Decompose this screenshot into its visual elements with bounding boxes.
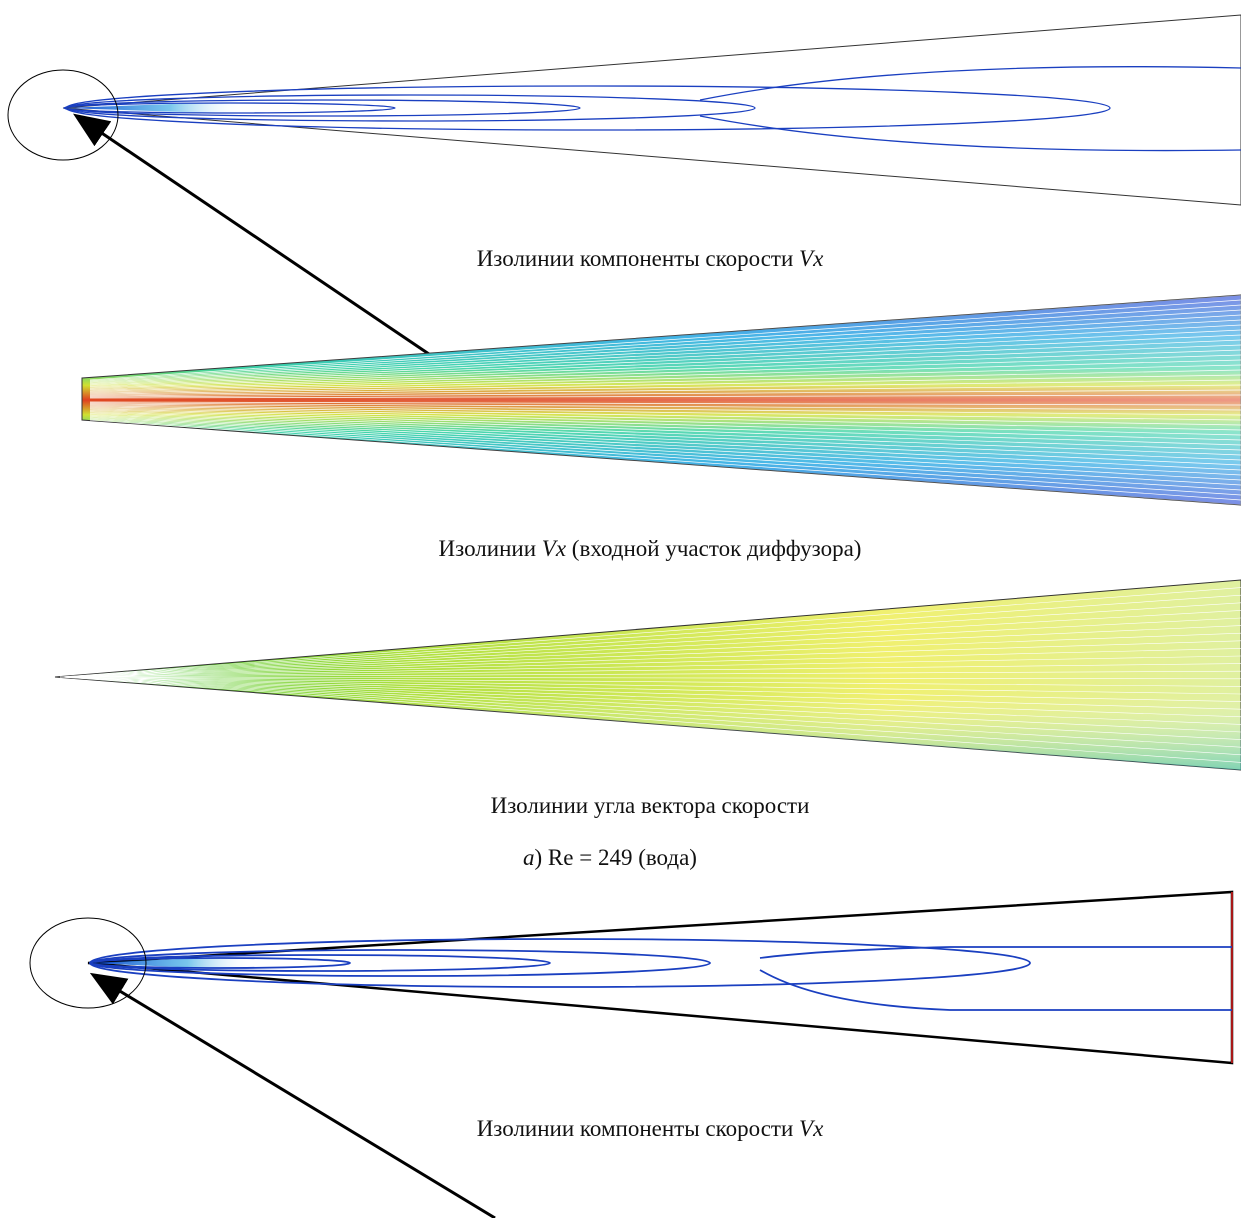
contour-line bbox=[89, 364, 1241, 393]
contour-line bbox=[89, 359, 1241, 392]
contour-line bbox=[89, 415, 1241, 481]
contour-line bbox=[89, 314, 1241, 384]
contour-line bbox=[59, 632, 1241, 678]
contour-line bbox=[89, 344, 1241, 389]
text: Изолинии bbox=[439, 536, 536, 561]
contour-line bbox=[59, 648, 1241, 678]
contour-line bbox=[89, 414, 1241, 476]
contour-line bbox=[89, 379, 1241, 396]
contour-line bbox=[89, 324, 1241, 386]
contour-line bbox=[59, 625, 1241, 678]
contour-line bbox=[59, 640, 1241, 678]
contour-line bbox=[89, 412, 1241, 461]
panel-4-plot bbox=[29, 890, 1234, 1065]
contour-line bbox=[59, 676, 1241, 733]
contour-line bbox=[59, 676, 1241, 763]
text: Vx bbox=[542, 536, 567, 561]
contour-line bbox=[89, 319, 1241, 385]
caption: Изолинии компоненты скорости Vx bbox=[477, 246, 824, 271]
contour-line bbox=[89, 405, 1241, 426]
panel-1-plot bbox=[7, 14, 1241, 206]
contour-line bbox=[89, 416, 1241, 486]
panel-3-plot bbox=[54, 579, 1241, 771]
contour-line bbox=[59, 676, 1241, 687]
contour-line bbox=[89, 404, 1241, 421]
contour-line bbox=[59, 676, 1241, 725]
text: Изолинии угла вектора скорости bbox=[491, 793, 810, 818]
contour-line bbox=[59, 670, 1241, 678]
contour-line bbox=[89, 394, 1241, 399]
contour-line bbox=[89, 402, 1241, 411]
contour-line bbox=[89, 408, 1241, 441]
contour-line bbox=[89, 403, 1241, 416]
contour-line bbox=[59, 676, 1241, 695]
contour-line bbox=[59, 676, 1241, 702]
contour-line bbox=[89, 339, 1241, 388]
contour-line bbox=[89, 304, 1241, 382]
contour-line bbox=[89, 407, 1241, 436]
contour-line bbox=[59, 587, 1241, 678]
contour-line bbox=[59, 676, 1241, 718]
contour-line bbox=[89, 417, 1241, 491]
contour-line bbox=[89, 384, 1241, 397]
text: Изолинии компоненты скорости bbox=[477, 1116, 794, 1141]
contour-line bbox=[89, 413, 1241, 466]
text: Vx bbox=[799, 1116, 824, 1141]
contour-line bbox=[89, 334, 1241, 387]
contour-line bbox=[59, 594, 1241, 678]
caption: Изолинии Vx (входной участок диффузора) bbox=[439, 536, 862, 561]
text: (входной участок диффузора) bbox=[572, 536, 862, 561]
panel-2-plot bbox=[81, 294, 1241, 506]
contour-line bbox=[59, 676, 1241, 740]
contour-line bbox=[89, 410, 1241, 451]
contour-line bbox=[59, 663, 1241, 678]
contour-line bbox=[89, 406, 1241, 431]
contour-line bbox=[89, 309, 1241, 383]
contour-line bbox=[89, 369, 1241, 394]
contour-line bbox=[59, 610, 1241, 678]
contour-line bbox=[89, 411, 1241, 456]
contour-line bbox=[89, 354, 1241, 391]
contour-line bbox=[59, 676, 1241, 756]
arrow bbox=[73, 113, 461, 377]
contour-line bbox=[89, 413, 1241, 471]
caption: Изолинии угла вектора скорости bbox=[491, 793, 810, 818]
contour-line bbox=[59, 676, 1241, 748]
contour-line bbox=[89, 349, 1241, 390]
contour-line bbox=[89, 389, 1241, 398]
contour-line bbox=[89, 409, 1241, 446]
text: Изолинии компоненты скорости bbox=[477, 246, 794, 271]
group-label: a) Re = 249 (вода) bbox=[523, 845, 697, 870]
arrow bbox=[89, 972, 496, 1218]
caption: Изолинии компоненты скорости Vx bbox=[477, 1116, 824, 1141]
contour-line bbox=[89, 401, 1241, 406]
contour-line bbox=[59, 676, 1241, 710]
text: Vx bbox=[799, 246, 824, 271]
contour-line bbox=[59, 676, 1241, 680]
text: ) Re = 249 (вода) bbox=[535, 845, 697, 870]
text: a bbox=[523, 845, 535, 870]
contour-line bbox=[59, 655, 1241, 678]
contour-line bbox=[89, 419, 1241, 501]
contour-line bbox=[89, 329, 1241, 387]
contour-line bbox=[59, 602, 1241, 678]
contour-line bbox=[89, 374, 1241, 395]
contour-line bbox=[89, 299, 1241, 381]
contour-line bbox=[89, 418, 1241, 496]
contour-line bbox=[59, 617, 1241, 678]
